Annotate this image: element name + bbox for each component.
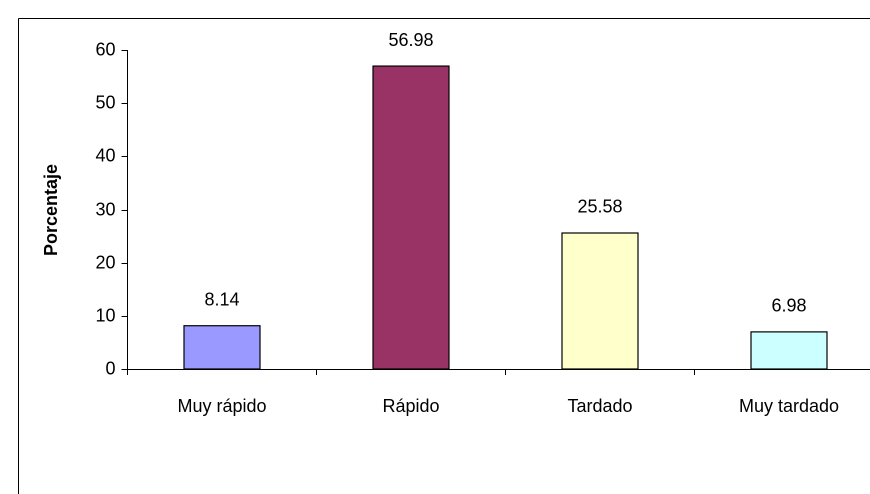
x-tick-label: Tardado bbox=[567, 396, 632, 416]
y-tick-label: 0 bbox=[105, 358, 115, 378]
bar bbox=[183, 325, 261, 370]
value-label: 8.14 bbox=[204, 289, 239, 309]
y-tick-label: 40 bbox=[95, 145, 115, 165]
value-label: 56.98 bbox=[388, 30, 433, 50]
y-tick-label: 20 bbox=[95, 252, 115, 272]
y-tick-label: 10 bbox=[95, 305, 115, 325]
bar bbox=[750, 331, 828, 370]
value-label: 25.58 bbox=[577, 197, 622, 217]
y-tick-label: 60 bbox=[95, 39, 115, 59]
x-tick-label: Muy tardado bbox=[739, 396, 839, 416]
y-tick-label: 30 bbox=[95, 199, 115, 219]
y-tick-label: 50 bbox=[95, 92, 115, 112]
y-axis-label: Porcentaje bbox=[41, 164, 61, 256]
value-label: 6.98 bbox=[771, 296, 806, 316]
x-tick-label: Muy rápido bbox=[177, 396, 266, 416]
bar bbox=[372, 65, 450, 370]
x-tick-label: Rápido bbox=[382, 396, 439, 416]
bar bbox=[561, 232, 639, 370]
